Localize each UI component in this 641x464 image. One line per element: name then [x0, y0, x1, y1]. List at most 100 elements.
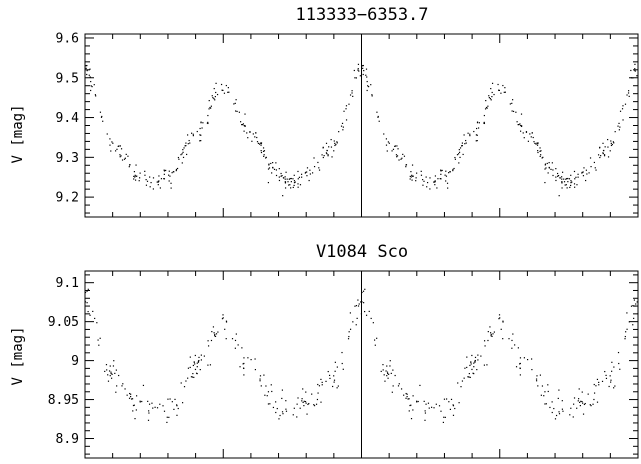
data-point [428, 407, 430, 409]
data-point [222, 314, 224, 316]
data-point [630, 69, 632, 72]
data-point [333, 381, 335, 383]
data-point [107, 374, 109, 376]
data-point [605, 374, 607, 376]
data-point [383, 133, 385, 135]
data-point [569, 186, 571, 189]
data-point [599, 156, 601, 159]
data-point [422, 179, 424, 181]
data-point [552, 174, 554, 177]
data-point [348, 335, 350, 338]
data-point [196, 130, 198, 133]
data-point [512, 99, 514, 101]
data-point [389, 365, 391, 367]
data-point [352, 95, 354, 97]
data-point [284, 187, 287, 189]
data-point [535, 378, 538, 380]
data-point [519, 357, 522, 359]
data-point [464, 367, 466, 369]
data-point [165, 169, 167, 172]
data-point [241, 123, 244, 126]
data-point [555, 179, 557, 182]
data-point [483, 114, 485, 117]
data-point [593, 392, 596, 394]
data-point [534, 142, 536, 144]
data-point [151, 402, 153, 404]
data-point [196, 373, 198, 375]
data-point [403, 394, 405, 396]
data-point [571, 181, 573, 183]
data-point [209, 364, 212, 366]
data-point [243, 124, 245, 127]
data-point [458, 151, 461, 153]
data-point [171, 172, 173, 174]
data-point [370, 317, 372, 320]
data-point [416, 400, 418, 402]
data-point [293, 407, 295, 409]
data-point [544, 163, 547, 165]
y-tick-label: 9.1 [56, 276, 79, 291]
data-point [247, 357, 249, 359]
data-point [622, 105, 624, 107]
data-point [547, 390, 549, 393]
data-point [359, 75, 361, 77]
data-point [121, 159, 124, 161]
data-point [106, 369, 108, 371]
data-point [365, 74, 367, 76]
data-point [540, 154, 542, 156]
data-point [329, 377, 331, 380]
data-point [500, 92, 502, 94]
data-point [327, 370, 329, 373]
data-point [552, 169, 554, 171]
data-point [517, 347, 519, 349]
data-point [444, 416, 446, 418]
y-tick-label: 8.9 [56, 432, 79, 447]
data-point [244, 125, 246, 127]
data-point [410, 418, 413, 420]
data-point [559, 177, 561, 179]
data-point [558, 195, 560, 197]
data-point [475, 134, 478, 136]
panel-bottom: V1084 Sco V [mag] 8.9 8.95 9 9.05 9.1 [10, 242, 639, 459]
data-point [635, 303, 637, 305]
data-point [275, 169, 278, 171]
data-point [99, 111, 102, 113]
data-point [387, 377, 389, 379]
data-point [610, 142, 612, 144]
data-point [200, 140, 202, 142]
data-point [624, 335, 626, 338]
data-point [298, 176, 301, 178]
data-point [275, 401, 277, 403]
data-point [633, 69, 636, 71]
data-point [512, 333, 514, 335]
data-point [109, 144, 111, 146]
data-point [302, 401, 304, 404]
data-point [345, 105, 348, 107]
data-point [213, 98, 215, 100]
data-point [504, 91, 506, 93]
data-point [470, 363, 472, 365]
data-point [376, 111, 378, 113]
data-point [281, 389, 283, 391]
data-point [160, 178, 163, 180]
data-point [577, 400, 579, 402]
data-point [597, 154, 600, 156]
data-point [305, 391, 307, 393]
data-point [394, 145, 396, 147]
data-point [217, 331, 219, 333]
data-point [107, 380, 110, 382]
data-point [540, 150, 542, 152]
data-point [575, 176, 577, 178]
data-point [566, 187, 568, 189]
data-point [297, 186, 299, 188]
data-point [192, 135, 194, 137]
data-point [185, 380, 187, 382]
data-point [600, 155, 602, 157]
data-point [502, 321, 504, 323]
data-point [157, 184, 159, 186]
data-point [596, 378, 599, 381]
data-point [630, 305, 633, 307]
data-point [89, 68, 91, 70]
data-point [163, 169, 165, 171]
